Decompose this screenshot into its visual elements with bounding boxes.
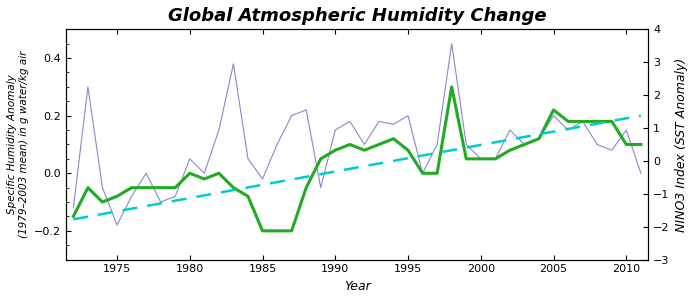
X-axis label: Year: Year bbox=[344, 280, 370, 293]
Title: Global Atmospheric Humidity Change: Global Atmospheric Humidity Change bbox=[167, 7, 546, 25]
Y-axis label: Specific Humidity Anomaly
(1979–2003 mean) in g water/kg air: Specific Humidity Anomaly (1979–2003 mea… bbox=[7, 51, 28, 238]
Y-axis label: NINO3 Index (SST Anomaly): NINO3 Index (SST Anomaly) bbox=[675, 57, 688, 232]
